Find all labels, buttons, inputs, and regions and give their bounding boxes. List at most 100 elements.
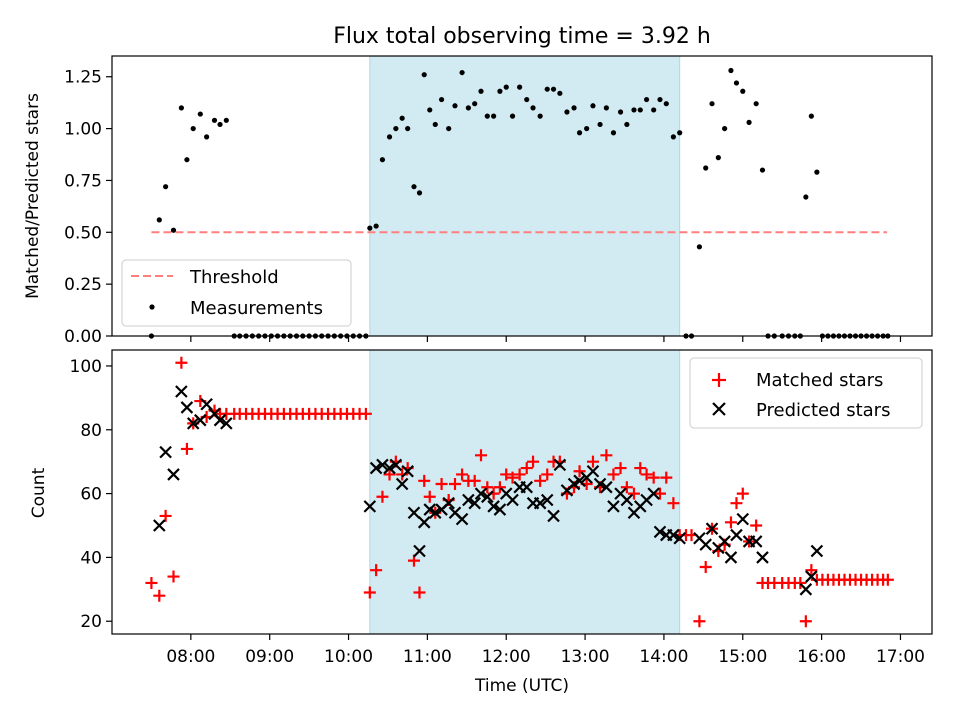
measurement-point bbox=[576, 130, 583, 136]
matched-star-point bbox=[145, 576, 158, 589]
y-tick-label: 20 bbox=[80, 612, 102, 632]
x-tick-label: 10:00 bbox=[324, 647, 373, 667]
bottom-legend: Matched stars Predicted stars bbox=[689, 357, 923, 429]
predicted-star-point bbox=[653, 525, 667, 539]
matched-star-point bbox=[153, 589, 166, 602]
top-legend: Threshold Measurements bbox=[121, 259, 352, 327]
measurement-point bbox=[610, 130, 617, 136]
predicted-star-point bbox=[407, 506, 421, 520]
x-tick-label: 15:00 bbox=[718, 647, 767, 667]
measurement-point bbox=[740, 88, 746, 94]
predicted-star-point bbox=[730, 528, 743, 542]
measurement-point bbox=[670, 134, 676, 140]
measurement-point bbox=[484, 113, 490, 119]
measurement-point bbox=[416, 190, 423, 196]
predicted-star-point bbox=[547, 509, 560, 523]
matched-star-point bbox=[383, 468, 396, 481]
matched-star-point bbox=[435, 478, 448, 491]
measurement-point bbox=[421, 72, 427, 78]
measurement-point bbox=[386, 134, 393, 140]
predicted-star-point bbox=[159, 445, 172, 459]
measurement-point bbox=[204, 134, 210, 140]
matched-star-point bbox=[653, 487, 666, 500]
top-legend-box bbox=[121, 259, 352, 327]
predicted-star-point bbox=[756, 551, 769, 564]
measurement-point bbox=[393, 125, 399, 132]
predicted-star-point bbox=[468, 496, 481, 510]
measurement-point bbox=[156, 217, 162, 223]
y-tick-label: 1.25 bbox=[64, 68, 102, 88]
x-tick-label: 14:00 bbox=[639, 647, 688, 667]
predicted-star-point bbox=[455, 512, 469, 526]
predicted-star-point bbox=[428, 506, 442, 520]
measurement-point bbox=[746, 119, 752, 125]
predicted-star-point bbox=[553, 458, 567, 472]
measurement-point bbox=[163, 184, 169, 190]
predicted-star-point bbox=[200, 397, 213, 411]
matched-star-point bbox=[159, 509, 172, 522]
matched-star-point bbox=[614, 462, 627, 475]
matched-star-point bbox=[175, 356, 188, 369]
measurement-point bbox=[590, 103, 596, 109]
measurement-point bbox=[733, 80, 740, 86]
matched-star-point bbox=[667, 497, 680, 510]
matched-star-point bbox=[520, 462, 533, 475]
matched-star-point bbox=[527, 455, 540, 468]
predicted-star-point bbox=[363, 500, 377, 513]
x-tick-label: 11:00 bbox=[403, 647, 452, 667]
predicted-star-point bbox=[799, 583, 813, 596]
matched-star-point bbox=[534, 474, 547, 487]
predicted-star-point bbox=[220, 417, 233, 430]
predicted-star-point bbox=[383, 461, 396, 475]
measurement-point bbox=[617, 109, 624, 115]
matched-star-point bbox=[736, 487, 749, 500]
predicted-star-point bbox=[462, 493, 475, 507]
matched-star-point bbox=[506, 471, 519, 484]
matched-star-point bbox=[647, 471, 660, 484]
matched-star-point bbox=[376, 490, 389, 503]
x-axis-label: Time (UTC) bbox=[474, 676, 569, 696]
x-tick-label: 09:00 bbox=[245, 647, 294, 667]
predicted-star-point bbox=[180, 401, 194, 414]
y-tick-label: 1.00 bbox=[64, 120, 102, 140]
predicted-star-point bbox=[186, 417, 200, 430]
predicted-star-point bbox=[474, 487, 488, 500]
predicted-star-point bbox=[533, 496, 547, 510]
measurement-point bbox=[753, 101, 759, 107]
predicted-star-point bbox=[620, 493, 634, 507]
measurement-point bbox=[550, 86, 557, 92]
matched-star-point bbox=[513, 468, 526, 481]
predicted-star-point bbox=[442, 496, 455, 510]
bottom-y-axis-label: Count bbox=[29, 467, 49, 518]
predicted-star-point bbox=[153, 519, 166, 532]
measurement-point bbox=[808, 113, 814, 119]
matched-star-point bbox=[541, 468, 554, 481]
bottom-x-ticks: 08:00 09:00 10:00 11:00 12:00 13:00 14:00 15:00… bbox=[166, 634, 925, 667]
matched-star-point bbox=[730, 497, 743, 510]
measurement-point bbox=[452, 103, 458, 109]
measurement-point bbox=[803, 194, 809, 200]
x-tick-label: 08:00 bbox=[166, 647, 215, 667]
matched-star-point bbox=[396, 468, 409, 481]
matched-star-point bbox=[607, 468, 620, 481]
y-tick-label: 0.75 bbox=[64, 171, 102, 191]
predicted-star-point bbox=[376, 458, 389, 472]
predicted-star-point bbox=[736, 512, 750, 526]
matched-star-point bbox=[805, 564, 818, 577]
predicted-star-point bbox=[673, 531, 686, 545]
matched-star-point bbox=[600, 449, 613, 462]
measurement-point bbox=[571, 105, 577, 111]
predicted-star-point bbox=[401, 464, 414, 478]
measurement-point bbox=[427, 107, 433, 113]
measurement-point bbox=[211, 117, 218, 123]
matched-star-point bbox=[468, 474, 481, 487]
predicted-star-point bbox=[175, 385, 188, 398]
measurement-point bbox=[603, 105, 609, 111]
measurements-layer bbox=[148, 67, 891, 339]
predicted-star-point bbox=[194, 413, 207, 427]
matched-star-point bbox=[794, 576, 807, 589]
top-x-ticks bbox=[190, 336, 902, 342]
legend-measurements-swatch bbox=[149, 304, 155, 310]
matched-star-point bbox=[799, 615, 812, 628]
